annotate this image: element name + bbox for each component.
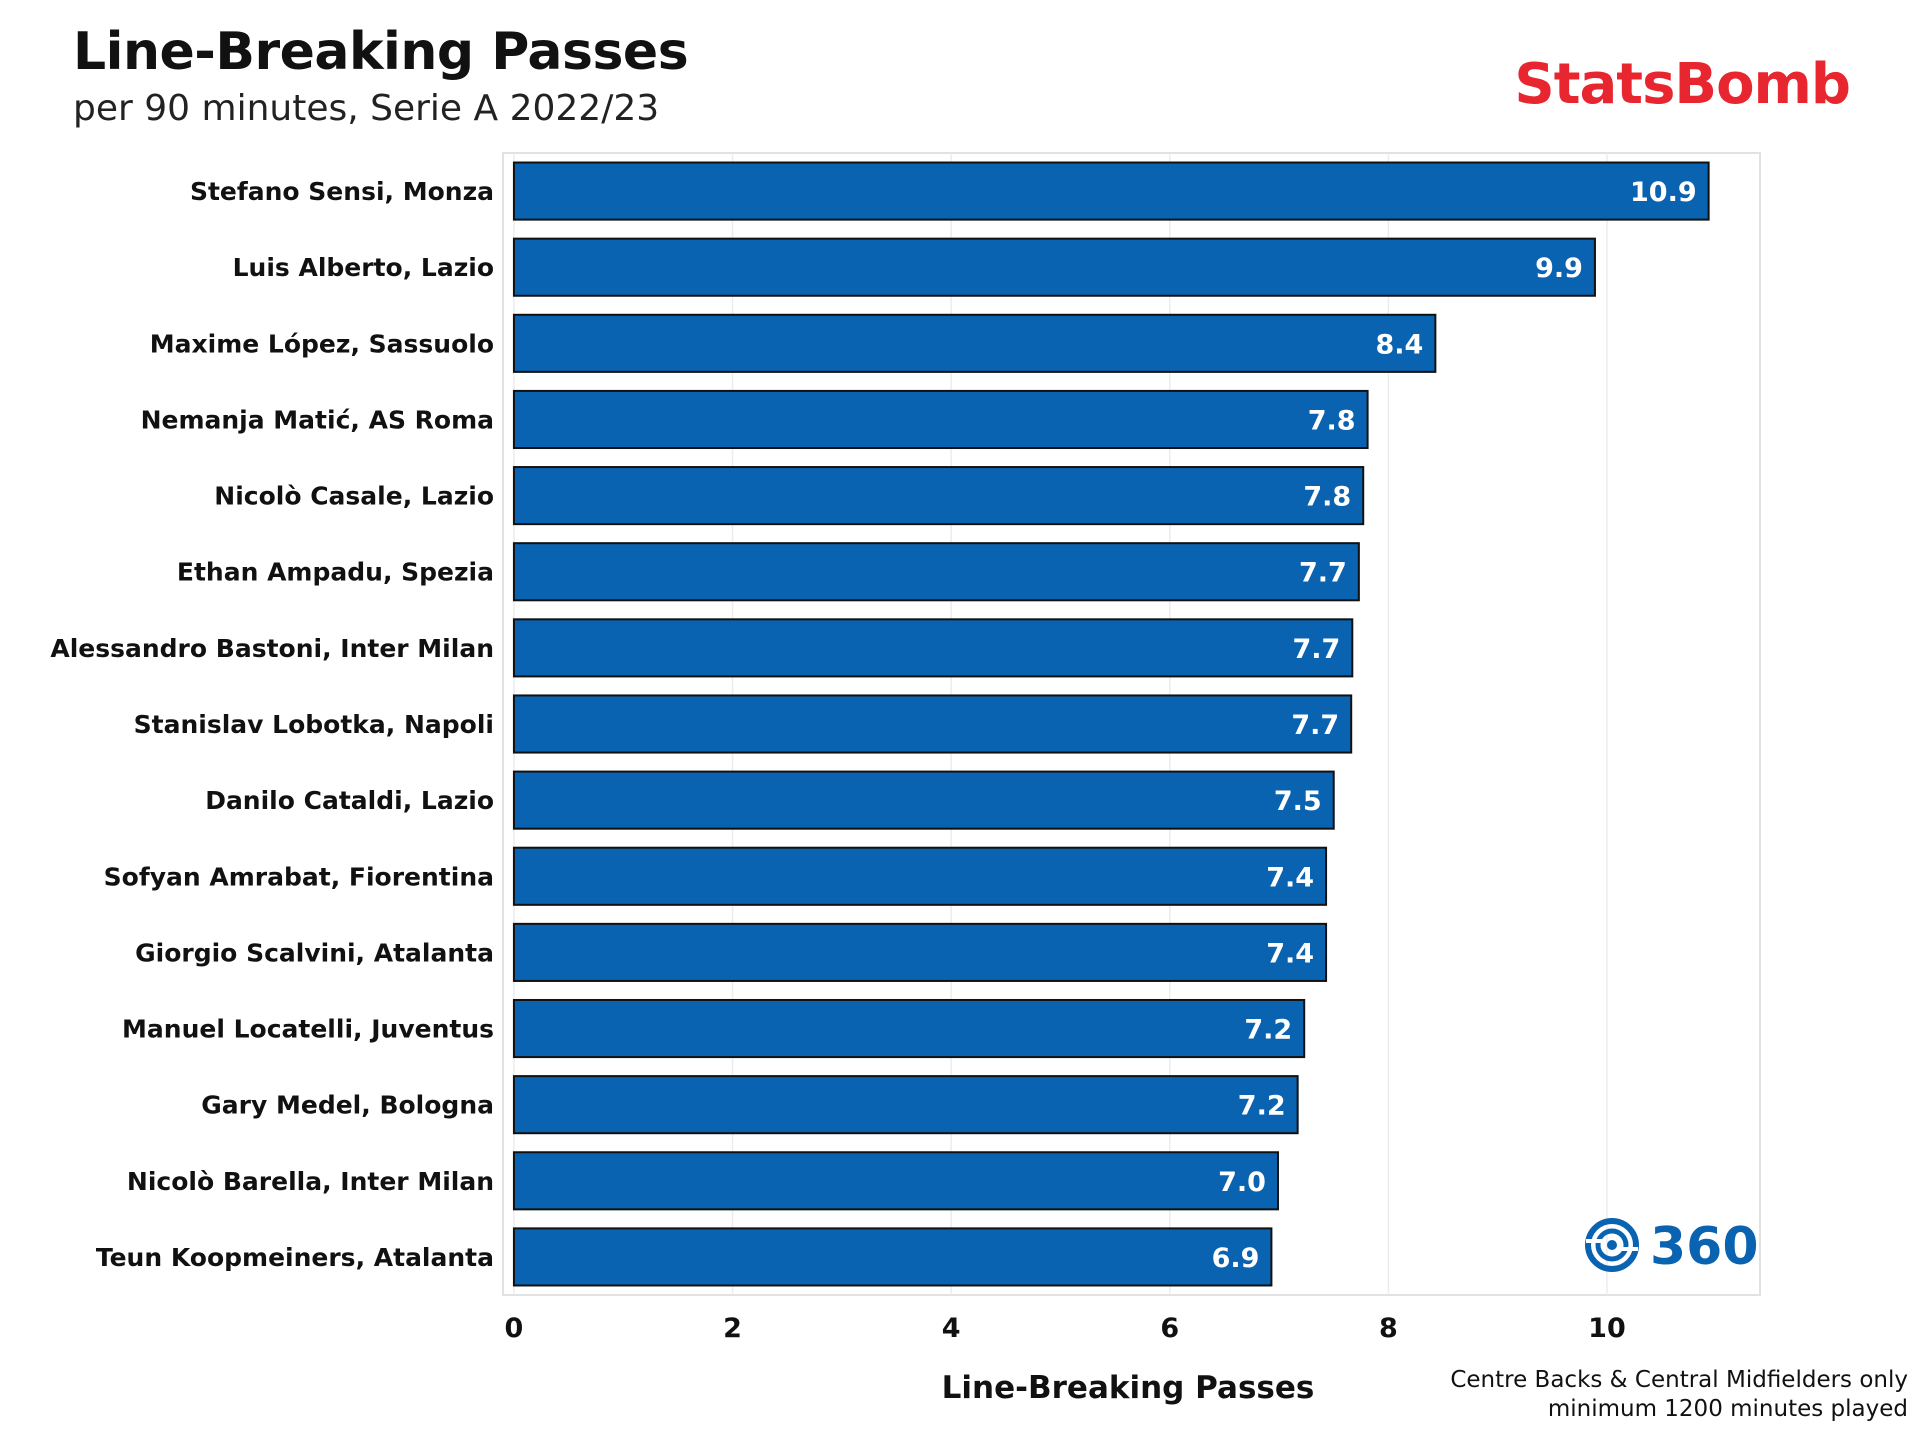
- statsbomb-360-badge: 360: [1585, 1217, 1759, 1277]
- bars: 10.9 Stefano Sensi, Monza 9.9 Luis Alberto,…: [50, 161, 1710, 1287]
- bar: [512, 237, 1596, 297]
- bar-value-label: 7.7: [1291, 710, 1339, 741]
- bar-value-label: 7.0: [1218, 1167, 1266, 1198]
- x-tick-label: 8: [1379, 1313, 1398, 1344]
- x-tick-label: 0: [505, 1313, 524, 1344]
- y-category-label: Sofyan Amrabat, Fiorentina: [104, 862, 494, 891]
- y-category-label: Maxime López, Sassuolo: [150, 329, 494, 358]
- x-axis-ticks: 0 2 4 6 8 10: [505, 1313, 1626, 1344]
- bar-value-label: 7.4: [1266, 862, 1314, 893]
- bar: [512, 846, 1328, 906]
- y-category-label: Stefano Sensi, Monza: [190, 177, 494, 206]
- bar-value-label: 8.4: [1376, 329, 1424, 360]
- chart-subtitle: per 90 minutes, Serie A 2022/23: [73, 88, 660, 129]
- y-category-label: Nicolò Barella, Inter Milan: [127, 1167, 494, 1196]
- bar: [512, 922, 1328, 982]
- y-category-label: Nemanja Matić, AS Roma: [141, 405, 494, 434]
- x-tick-label: 6: [1160, 1313, 1179, 1344]
- bar-value-label: 6.9: [1212, 1243, 1260, 1274]
- y-category-label: Manuel Locatelli, Juventus: [122, 1015, 494, 1044]
- bar-value-label: 7.2: [1244, 1015, 1292, 1046]
- bar-value-label: 7.8: [1303, 482, 1351, 513]
- y-category-label: Luis Alberto, Lazio: [233, 253, 494, 282]
- bar: [512, 542, 1360, 602]
- bar-value-label: 7.8: [1308, 405, 1356, 436]
- bar: [512, 1151, 1279, 1211]
- x-tick-label: 10: [1588, 1313, 1626, 1344]
- bar-value-label: 9.9: [1535, 253, 1583, 284]
- y-category-label: Nicolò Casale, Lazio: [214, 482, 494, 511]
- y-category-label: Alessandro Bastoni, Inter Milan: [50, 634, 494, 663]
- bar: [512, 770, 1335, 830]
- footnote: Centre Backs & Central Midfielders only …: [1450, 1366, 1908, 1424]
- bar-value-label: 7.5: [1274, 786, 1322, 817]
- bar: [512, 313, 1437, 373]
- bar: [512, 1075, 1299, 1135]
- bar-value-label: 10.9: [1630, 177, 1697, 208]
- bar: [512, 161, 1710, 221]
- bar: [512, 389, 1369, 450]
- footnote-line-2: minimum 1200 minutes played: [1547, 1396, 1908, 1422]
- y-category-label: Ethan Ampadu, Spezia: [177, 558, 494, 587]
- y-category-label: Danilo Cataldi, Lazio: [205, 786, 494, 815]
- bar: [512, 1227, 1273, 1287]
- chart-title: Line-Breaking Passes: [73, 22, 689, 82]
- x-tick-label: 2: [723, 1313, 742, 1344]
- badge-360-label: 360: [1650, 1217, 1759, 1277]
- statsbomb-360-icon: [1585, 1218, 1639, 1272]
- footnote-line-1: Centre Backs & Central Midfielders only: [1450, 1367, 1908, 1393]
- bar: [512, 466, 1365, 526]
- y-category-label: Teun Koopmeiners, Atalanta: [96, 1243, 494, 1272]
- bar: [512, 998, 1306, 1059]
- y-category-label: Gary Medel, Bologna: [201, 1091, 494, 1120]
- statsbomb-logo: StatsBomb: [1514, 52, 1851, 117]
- bar: [512, 694, 1353, 754]
- y-category-label: Giorgio Scalvini, Atalanta: [135, 938, 494, 967]
- bar-value-label: 7.2: [1238, 1091, 1286, 1122]
- y-category-label: Stanislav Lobotka, Napoli: [134, 710, 494, 739]
- bar-value-label: 7.7: [1299, 558, 1347, 589]
- x-axis-label: Line-Breaking Passes: [942, 1370, 1315, 1406]
- bar: [512, 618, 1354, 678]
- bar-value-label: 7.4: [1266, 938, 1314, 969]
- bar-value-label: 7.7: [1292, 634, 1340, 665]
- x-tick-label: 4: [942, 1313, 961, 1344]
